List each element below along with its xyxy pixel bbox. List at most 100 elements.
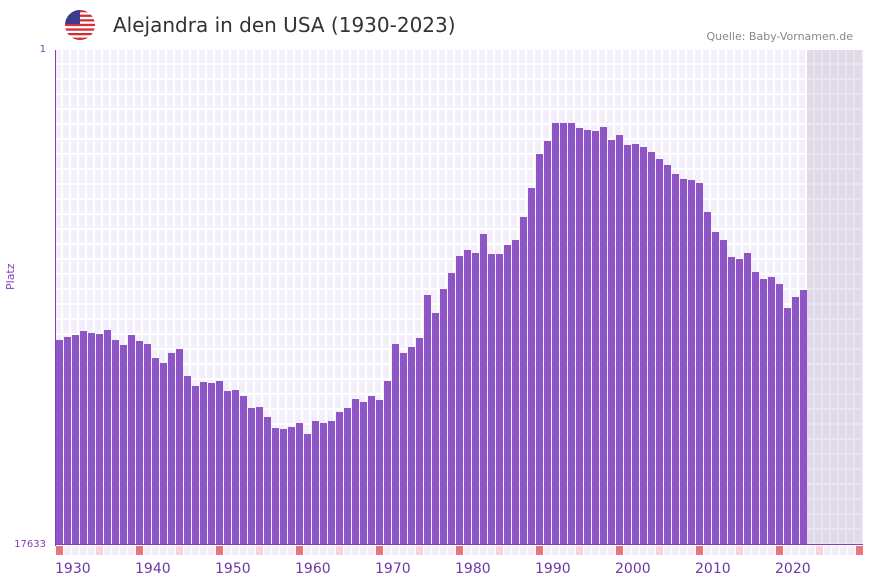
bar-1999[interactable] xyxy=(608,140,615,545)
bar-2011[interactable] xyxy=(704,212,711,545)
bar-2002[interactable] xyxy=(632,144,639,545)
bar-1954[interactable] xyxy=(248,408,255,545)
bar-1981[interactable] xyxy=(464,250,471,545)
bar-2001[interactable] xyxy=(624,145,631,545)
bar-1973[interactable] xyxy=(400,353,407,545)
bar-1947[interactable] xyxy=(192,386,199,545)
bar-1952[interactable] xyxy=(232,390,239,545)
bar-2021[interactable] xyxy=(784,308,791,545)
bar-1940[interactable] xyxy=(136,341,143,545)
bar-1938[interactable] xyxy=(120,345,127,545)
bar-1969[interactable] xyxy=(368,396,375,545)
bar-1996[interactable] xyxy=(584,129,591,545)
bar-1995[interactable] xyxy=(576,128,583,545)
bar-1980[interactable] xyxy=(456,256,463,545)
bar-1945[interactable] xyxy=(176,349,183,545)
bar-1953[interactable] xyxy=(240,396,247,545)
bar-1987[interactable] xyxy=(512,240,519,545)
bar-2000[interactable] xyxy=(616,135,623,545)
bar-1937[interactable] xyxy=(112,340,119,545)
bar-1968[interactable] xyxy=(360,402,367,545)
bar-1941[interactable] xyxy=(144,344,151,545)
bar-1977[interactable] xyxy=(432,313,439,545)
bar-2023[interactable] xyxy=(800,290,807,545)
bar-1961[interactable] xyxy=(304,434,311,545)
bar-2009[interactable] xyxy=(688,180,695,545)
bar-2022[interactable] xyxy=(792,297,799,545)
bar-2018[interactable] xyxy=(760,279,767,545)
bar-1944[interactable] xyxy=(168,353,175,545)
bar-1950[interactable] xyxy=(216,381,223,545)
bar-1993[interactable] xyxy=(560,123,567,545)
bar-1967[interactable] xyxy=(352,399,359,545)
bar-1935[interactable] xyxy=(96,334,103,545)
bar-2006[interactable] xyxy=(664,165,671,545)
bar-1933[interactable] xyxy=(80,331,87,545)
bar-1956[interactable] xyxy=(264,416,271,545)
bar-1994[interactable] xyxy=(568,123,575,545)
bar-1970[interactable] xyxy=(376,400,383,545)
bar-1963[interactable] xyxy=(320,423,327,545)
bar-1989[interactable] xyxy=(528,187,535,545)
bar-1936[interactable] xyxy=(104,330,111,545)
bar-1964[interactable] xyxy=(328,421,335,545)
bar-2004[interactable] xyxy=(648,152,655,545)
bar-1939[interactable] xyxy=(128,335,135,545)
bar-2013[interactable] xyxy=(720,240,727,545)
bar-1990[interactable] xyxy=(536,154,543,545)
bar-2020[interactable] xyxy=(776,284,783,545)
bar-1948[interactable] xyxy=(200,382,207,545)
bar-2010[interactable] xyxy=(696,183,703,545)
bar-1946[interactable] xyxy=(184,376,191,545)
bar-1979[interactable] xyxy=(448,273,455,545)
bar-1949[interactable] xyxy=(208,383,215,545)
bar-1958[interactable] xyxy=(280,429,287,545)
bar-1972[interactable] xyxy=(392,344,399,545)
bar-1971[interactable] xyxy=(384,381,391,545)
bar-1985[interactable] xyxy=(496,254,503,545)
bar-1984[interactable] xyxy=(488,254,495,545)
bar-2007[interactable] xyxy=(672,174,679,545)
bar-1974[interactable] xyxy=(408,347,415,545)
bar-1992[interactable] xyxy=(552,123,559,545)
bar-1986[interactable] xyxy=(504,245,511,545)
bar-1955[interactable] xyxy=(256,407,263,545)
bar-2015[interactable] xyxy=(736,259,743,545)
bar-1997[interactable] xyxy=(592,131,599,545)
bar-1983[interactable] xyxy=(480,234,487,545)
bar-1978[interactable] xyxy=(440,289,447,545)
source-link[interactable]: Quelle: Baby-Vornamen.de xyxy=(706,30,853,43)
year-marker xyxy=(368,546,375,555)
bar-2017[interactable] xyxy=(752,271,759,545)
bar-1957[interactable] xyxy=(272,428,279,545)
bar-2014[interactable] xyxy=(728,257,735,545)
year-marker xyxy=(440,546,447,555)
bar-1962[interactable] xyxy=(312,421,319,545)
bar-1943[interactable] xyxy=(160,363,167,545)
bar-1960[interactable] xyxy=(296,423,303,545)
bar-1931[interactable] xyxy=(64,337,71,545)
bar-1975[interactable] xyxy=(416,338,423,545)
bar-1982[interactable] xyxy=(472,253,479,545)
year-marker xyxy=(112,546,119,555)
bar-2016[interactable] xyxy=(744,253,751,545)
bar-1991[interactable] xyxy=(544,141,551,545)
bar-1976[interactable] xyxy=(424,295,431,545)
bar-2019[interactable] xyxy=(768,276,775,545)
bar-1930[interactable] xyxy=(56,340,63,545)
bar-1959[interactable] xyxy=(288,427,295,545)
bar-1932[interactable] xyxy=(72,335,79,545)
bar-2008[interactable] xyxy=(680,179,687,545)
bar-1934[interactable] xyxy=(88,333,95,545)
bar-2012[interactable] xyxy=(712,232,719,545)
year-marker xyxy=(568,546,575,555)
year-marker xyxy=(632,546,639,555)
bar-1988[interactable] xyxy=(520,217,527,545)
bar-1942[interactable] xyxy=(152,358,159,545)
bar-1965[interactable] xyxy=(336,412,343,545)
bar-1951[interactable] xyxy=(224,391,231,545)
bar-1998[interactable] xyxy=(600,127,607,545)
bar-2003[interactable] xyxy=(640,147,647,545)
bar-2005[interactable] xyxy=(656,159,663,545)
bar-1966[interactable] xyxy=(344,408,351,545)
